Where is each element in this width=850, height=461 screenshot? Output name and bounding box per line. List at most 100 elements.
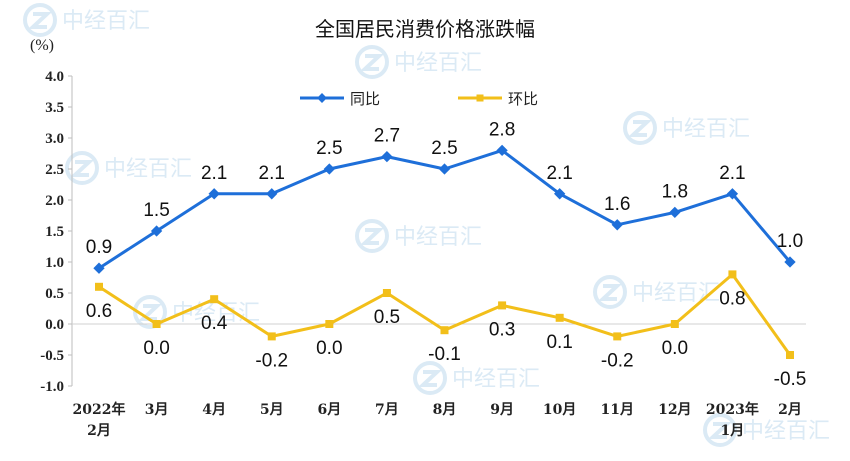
- watermark-z-mark: [27, 12, 53, 29]
- data-point: [786, 351, 794, 359]
- data-point: [554, 188, 566, 200]
- data-point: [669, 206, 681, 219]
- data-point: [555, 313, 564, 322]
- data-point: [440, 326, 449, 335]
- x-tick-label: 1月: [721, 423, 745, 439]
- watermark-text: 中经百汇: [632, 281, 720, 306]
- watermark-circle: [413, 361, 447, 395]
- watermark-circle: [593, 275, 627, 309]
- watermark-z-mark: [69, 160, 95, 177]
- y-tick-label: 1.0: [45, 255, 64, 271]
- watermark-logo: 中经百汇: [703, 413, 830, 447]
- data-point: [150, 225, 163, 237]
- watermark-circle: [703, 413, 737, 447]
- watermark-text: 中经百汇: [394, 51, 482, 76]
- data-label: -0.2: [255, 350, 288, 371]
- y-axis-unit: (%): [30, 37, 54, 54]
- x-tick-label: 4月: [202, 402, 226, 418]
- watermark-circle: [355, 219, 389, 253]
- data-point: [726, 188, 739, 200]
- watermark-text: 中经百汇: [104, 157, 192, 182]
- watermark-z-mark: [627, 120, 653, 137]
- data-point: [325, 320, 334, 328]
- data-label: 2.7: [374, 126, 400, 147]
- data-point: [152, 320, 161, 328]
- data-label: 0.0: [316, 338, 342, 359]
- data-label: 0.1: [546, 332, 572, 353]
- data-point: [728, 270, 737, 279]
- data-label: 2.8: [489, 119, 515, 140]
- data-label: 2.1: [201, 163, 227, 184]
- series-layer: 0.9 1.5 2.1 2.1 2.5 2.7 2.5 2.8 2.1 1.6 1.8 2.1 1.0 0…: [86, 119, 807, 390]
- watermark-z-mark: [359, 228, 385, 245]
- axes: 4.0 3.5 3.0 2.5 2.0 1.5 1.0 0.5 0.0 -0.5 -1.0 2022年…: [40, 69, 806, 439]
- data-point: [323, 163, 335, 175]
- data-label: 0.0: [662, 338, 688, 359]
- y-tick-label: 4.0: [45, 69, 64, 85]
- y-tick-label: 2.5: [45, 162, 64, 178]
- data-label: 0.6: [86, 301, 112, 322]
- x-tick-label: 10月: [543, 402, 576, 418]
- watermark-z-mark: [359, 54, 385, 71]
- x-tick-label: 2022年: [73, 401, 126, 418]
- x-tick-label: 2月: [778, 402, 802, 418]
- data-point: [210, 295, 219, 304]
- data-label: 0.5: [374, 307, 400, 328]
- data-label: 2.5: [316, 138, 342, 159]
- data-label: 0.3: [489, 319, 515, 340]
- watermark-circle: [623, 111, 657, 145]
- watermark-z-mark: [417, 370, 443, 387]
- x-tick-label: 7月: [375, 402, 399, 418]
- watermark-logo: 中经百汇: [593, 275, 720, 309]
- legend-marker-0: [317, 93, 327, 103]
- data-label: 0.8: [719, 288, 745, 309]
- data-label: 1.0: [777, 231, 803, 252]
- watermark-circle: [133, 295, 167, 329]
- legend-marker-1: [476, 94, 484, 102]
- watermark-text: 中经百汇: [394, 225, 482, 250]
- data-point: [611, 219, 623, 231]
- y-tick-label: 0.5: [45, 286, 64, 302]
- x-tick-label: 2月: [87, 423, 111, 439]
- data-point: [613, 332, 622, 341]
- watermark-circle: [65, 151, 99, 185]
- data-label: 1.8: [662, 181, 688, 202]
- data-point: [382, 289, 391, 297]
- x-tick-label: 6月: [317, 402, 341, 418]
- x-tick-label: 2023年: [706, 401, 759, 418]
- data-label: 1.6: [604, 194, 630, 215]
- y-tick-label: -0.5: [40, 348, 64, 364]
- data-label: 0.9: [86, 237, 112, 258]
- watermark-logo: 中经百汇: [355, 45, 482, 79]
- data-label: 1.5: [143, 200, 169, 221]
- data-label: 2.1: [546, 163, 572, 184]
- data-point: [498, 301, 507, 310]
- watermark-logo: 中经百汇: [133, 295, 260, 329]
- watermark-text: 中经百汇: [62, 9, 150, 34]
- legend-label-1: 环比: [508, 90, 538, 108]
- data-point: [95, 282, 103, 291]
- y-tick-label: 3.5: [45, 100, 64, 116]
- watermark-circle: [23, 3, 57, 37]
- data-point: [496, 144, 508, 157]
- data-point: [266, 188, 278, 200]
- x-tick-label: 9月: [490, 402, 514, 418]
- watermark-text: 中经百汇: [742, 419, 830, 444]
- watermark-logo: 中经百汇: [623, 111, 750, 145]
- data-label: 2.5: [431, 138, 457, 159]
- data-label: 0.0: [143, 338, 169, 359]
- y-tick-label: 1.5: [45, 224, 64, 240]
- watermark-circle: [355, 45, 389, 79]
- watermark-text: 中经百汇: [452, 367, 540, 392]
- data-label: 0.4: [201, 313, 228, 334]
- y-tick-label: 2.0: [45, 193, 64, 209]
- y-tick-label: 3.0: [45, 131, 64, 147]
- x-tick-label: 3月: [145, 402, 169, 418]
- data-point: [381, 150, 393, 163]
- watermark-z-mark: [597, 284, 623, 301]
- watermark-logo: 中经百汇: [65, 151, 192, 185]
- y-tick-label: 0.0: [45, 317, 64, 333]
- x-tick-label: 8月: [433, 402, 457, 418]
